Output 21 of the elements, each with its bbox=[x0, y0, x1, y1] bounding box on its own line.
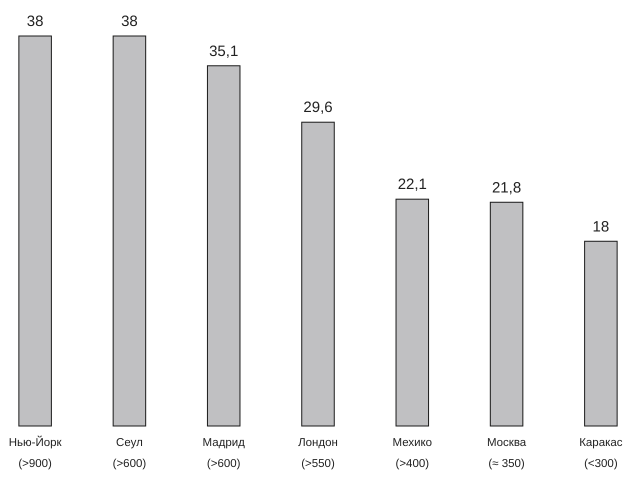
data-label: 35,1 bbox=[209, 42, 238, 60]
x-tick-label: Каракас (<300) bbox=[579, 437, 623, 470]
data-label: 22,1 bbox=[398, 176, 427, 194]
bar bbox=[301, 122, 335, 426]
bar bbox=[490, 202, 524, 426]
x-tick-label: Мехико (>400) bbox=[392, 437, 432, 470]
bar bbox=[396, 198, 430, 426]
data-label: 21,8 bbox=[492, 179, 522, 196]
x-tick-label: Сеул (>600) bbox=[112, 437, 146, 470]
data-label: 29,6 bbox=[303, 99, 333, 116]
data-label: 18 bbox=[592, 218, 610, 236]
bar bbox=[206, 65, 240, 426]
x-tick-label: Нью-Йорк (>900) bbox=[8, 435, 63, 470]
x-tick-label: Лондон (>550) bbox=[298, 437, 338, 470]
bar bbox=[112, 36, 146, 426]
bar bbox=[584, 240, 618, 426]
bar bbox=[18, 36, 52, 426]
data-label: 38 bbox=[26, 13, 44, 30]
x-tick-label: Мадрид (>600) bbox=[202, 437, 246, 470]
x-tick-label: Москва (≈ 350) bbox=[486, 437, 527, 470]
data-label: 38 bbox=[121, 13, 138, 30]
